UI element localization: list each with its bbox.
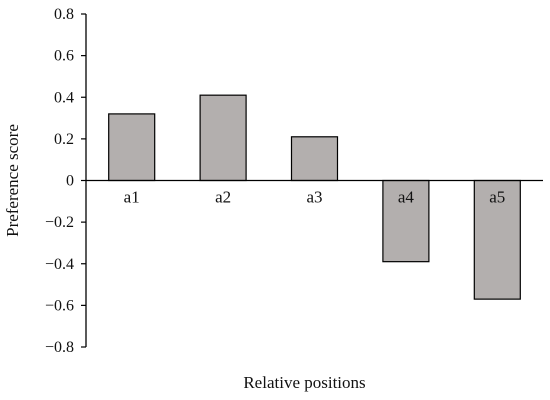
y-ticks-group: 0.8 0.6 0.4 0.2 0 −0.2 −0.4 −0.6 −0.8 (45, 6, 86, 356)
category-label-a3: a3 (306, 188, 322, 207)
y-tick-label: 0 (66, 173, 74, 190)
bar-a5 (473, 179, 521, 300)
y-tick-label: 0.4 (54, 89, 74, 106)
category-label-a4: a4 (398, 188, 415, 207)
bar-a4 (382, 179, 430, 263)
y-tick-label: −0.4 (45, 256, 74, 273)
bar-a2 (199, 94, 247, 182)
category-label-a1: a1 (124, 188, 140, 207)
category-label-a2: a2 (215, 188, 231, 207)
bars-group (108, 94, 521, 300)
y-tick-label: 0.6 (54, 48, 74, 65)
bar-a1 (108, 113, 156, 182)
bar-a3 (290, 136, 339, 182)
y-tick-label: −0.2 (45, 214, 74, 231)
y-tick-label: 0.8 (54, 6, 74, 23)
x-axis-title: Relative positions (243, 373, 365, 392)
category-label-a5: a5 (489, 188, 505, 207)
y-tick-label: −0.6 (45, 297, 74, 314)
y-axis-title: Preference score (3, 124, 22, 237)
y-tick-label: 0.2 (54, 131, 74, 148)
y-tick-label: −0.8 (45, 339, 74, 356)
category-labels-group: a1 a2 a3 a4 a5 (124, 188, 506, 207)
